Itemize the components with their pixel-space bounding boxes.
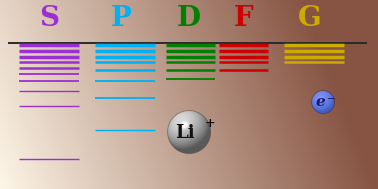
Text: D: D — [177, 5, 201, 32]
Text: F: F — [234, 5, 254, 32]
Text: +: + — [204, 117, 215, 130]
Text: e: e — [315, 95, 325, 109]
Text: −: − — [327, 94, 336, 104]
Text: Li: Li — [175, 124, 195, 142]
Text: G: G — [298, 5, 322, 32]
Text: P: P — [110, 5, 132, 32]
Text: S: S — [39, 5, 59, 32]
